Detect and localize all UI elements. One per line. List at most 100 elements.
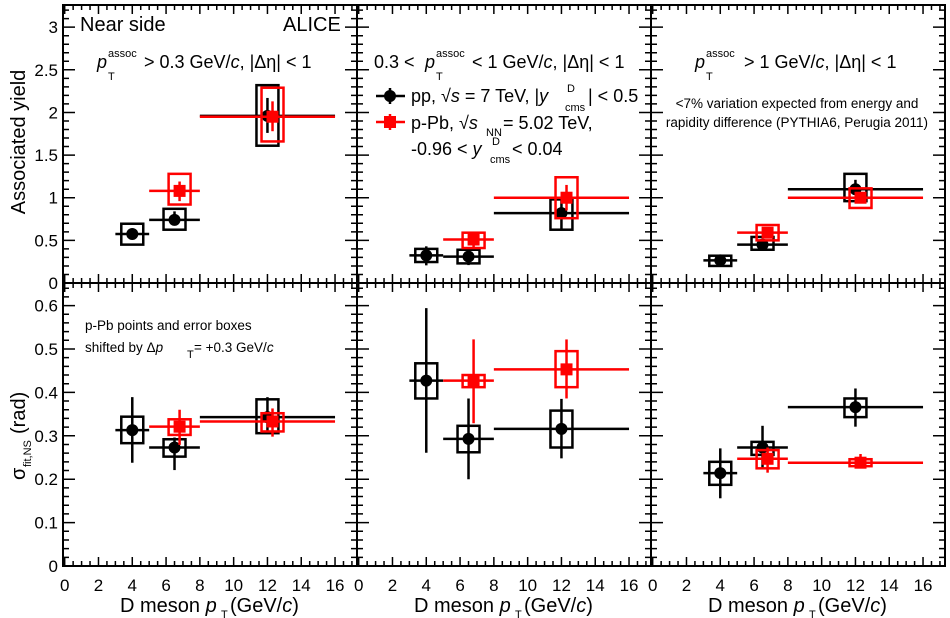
s-symbol: s	[451, 86, 460, 106]
data-point-pp	[443, 248, 494, 266]
assoc-sup: assoc	[706, 48, 735, 60]
circle-marker	[126, 228, 139, 241]
y-symbol: y	[537, 86, 549, 106]
y-tick-label: 0.5	[34, 340, 58, 359]
note-text: = +0.3 GeV/	[194, 340, 267, 355]
series-pp	[115, 397, 336, 471]
deta: , |Δη| < 1	[825, 52, 897, 72]
circle-marker	[555, 207, 568, 220]
square-marker	[560, 363, 573, 376]
x-title-part: p	[205, 595, 217, 617]
circle-marker	[555, 422, 568, 435]
x-title-part: c	[576, 595, 586, 617]
data-point-pPb	[737, 447, 788, 473]
p-symbol: p	[424, 52, 435, 72]
square-marker	[854, 191, 867, 204]
legend-energy: = 5.02 TeV,	[503, 113, 593, 133]
circle-marker	[756, 238, 769, 251]
circle-marker	[849, 401, 862, 414]
note-text: shifted by Δ	[85, 340, 156, 355]
shift-note-line2: shifted by Δp	[85, 340, 164, 355]
unit: (rad)	[8, 392, 30, 434]
y-tick-label: 0.3	[34, 427, 58, 446]
data-point-pPb	[443, 231, 494, 250]
x-title-part: (GeV/	[230, 595, 283, 617]
x-title-part: c	[282, 595, 292, 617]
square-marker	[761, 452, 774, 465]
t-sub: T	[436, 71, 443, 83]
data-point-pp	[443, 398, 494, 480]
c-symbol: c	[544, 52, 553, 72]
cond-pre: 0.3 <	[374, 52, 415, 72]
condition-text: > 1 GeV/c, |Δη| < 1	[744, 52, 896, 72]
cms-sub: cms	[565, 102, 586, 114]
circle-marker	[168, 441, 181, 454]
x-title-part: D meson	[120, 595, 206, 617]
x-title-part: p	[793, 595, 805, 617]
t-sub: T	[515, 609, 522, 618]
p-symbol: p	[694, 52, 705, 72]
square-marker	[173, 420, 186, 433]
x-tick-label: 6	[749, 576, 758, 595]
y-symbol: y	[471, 139, 483, 159]
x-axis-title: D meson p	[120, 595, 217, 617]
axis-ticks	[63, 283, 357, 567]
x-title-part: (GeV/	[818, 595, 871, 617]
x-tick-label: 10	[224, 576, 243, 595]
square-marker	[854, 456, 867, 469]
x-tick-label: 0	[354, 576, 363, 595]
data-point-pPb	[493, 176, 630, 220]
t-sub: T	[809, 609, 816, 618]
series-pp	[703, 172, 924, 268]
data-point-pp	[493, 197, 630, 231]
legend-text: pp,	[411, 86, 441, 106]
t-sub: T	[221, 609, 228, 618]
y-tick-label: 0	[49, 557, 58, 576]
axis-ticks	[357, 5, 651, 284]
legend-rapidity-ppb: -0.96 < y	[411, 139, 483, 159]
x-axis-title: D meson p	[414, 595, 511, 617]
data-point-pPb	[199, 86, 336, 143]
panel-frame	[356, 282, 652, 567]
x-tick-label: 8	[783, 576, 792, 595]
axis-ticks	[651, 5, 945, 284]
legend-text: = 7 TeV, |	[460, 86, 539, 106]
x-axis-title-unit: (GeV/c)	[524, 595, 593, 617]
axis-ticks	[357, 283, 651, 567]
y-tick-label: 3	[49, 18, 58, 37]
p-symbol: p	[96, 52, 107, 72]
data-point-pPb	[787, 187, 924, 210]
square-marker	[560, 191, 573, 204]
cond-rest: > 1 GeV/	[744, 52, 816, 72]
circle-marker	[420, 374, 433, 387]
circle-marker	[714, 467, 727, 480]
circle-marker	[420, 249, 433, 262]
circle-marker	[714, 254, 727, 267]
x-title-part: D meson	[708, 595, 794, 617]
square-marker	[467, 374, 480, 387]
data-point-pPb	[787, 454, 924, 469]
y-tick-label: 2.5	[34, 61, 58, 80]
panel-r0-c1	[356, 4, 652, 284]
x-tick-label: 10	[812, 576, 831, 595]
pythia-note-line1: <7% variation expected from energy and	[676, 96, 919, 111]
s-symbol: s	[469, 113, 478, 133]
x-tick-label: 16	[620, 576, 639, 595]
alice-label: ALICE	[283, 14, 341, 36]
series-pPb	[149, 86, 336, 206]
axis-ticks	[63, 5, 357, 284]
condition-text: > 0.3 GeV/c, |Δη| < 1	[144, 52, 311, 72]
panel-frame	[62, 4, 358, 284]
panel-r1-c0: 0 2 4 6 8 10 12 14 16 0 0.1 0.2 0.3 0.4 0.5 0.6	[34, 282, 358, 595]
series-pPb	[443, 176, 630, 250]
condition-text: < 1 GeV/c, |Δη| < 1	[472, 52, 624, 72]
legend-label-ppb: p-Pb, √s	[411, 113, 478, 133]
c-symbol: c	[231, 52, 240, 72]
x-tick-label: 8	[195, 576, 204, 595]
x-axis-title: D meson p	[708, 595, 805, 617]
shift-note-value: = +0.3 GeV/c	[194, 340, 274, 355]
panel2-condition: 0.3 < p assoc T < 1 GeV/c, |Δη| < 1	[374, 48, 624, 83]
data-point-pPb	[737, 223, 788, 242]
square-marker	[467, 233, 480, 246]
